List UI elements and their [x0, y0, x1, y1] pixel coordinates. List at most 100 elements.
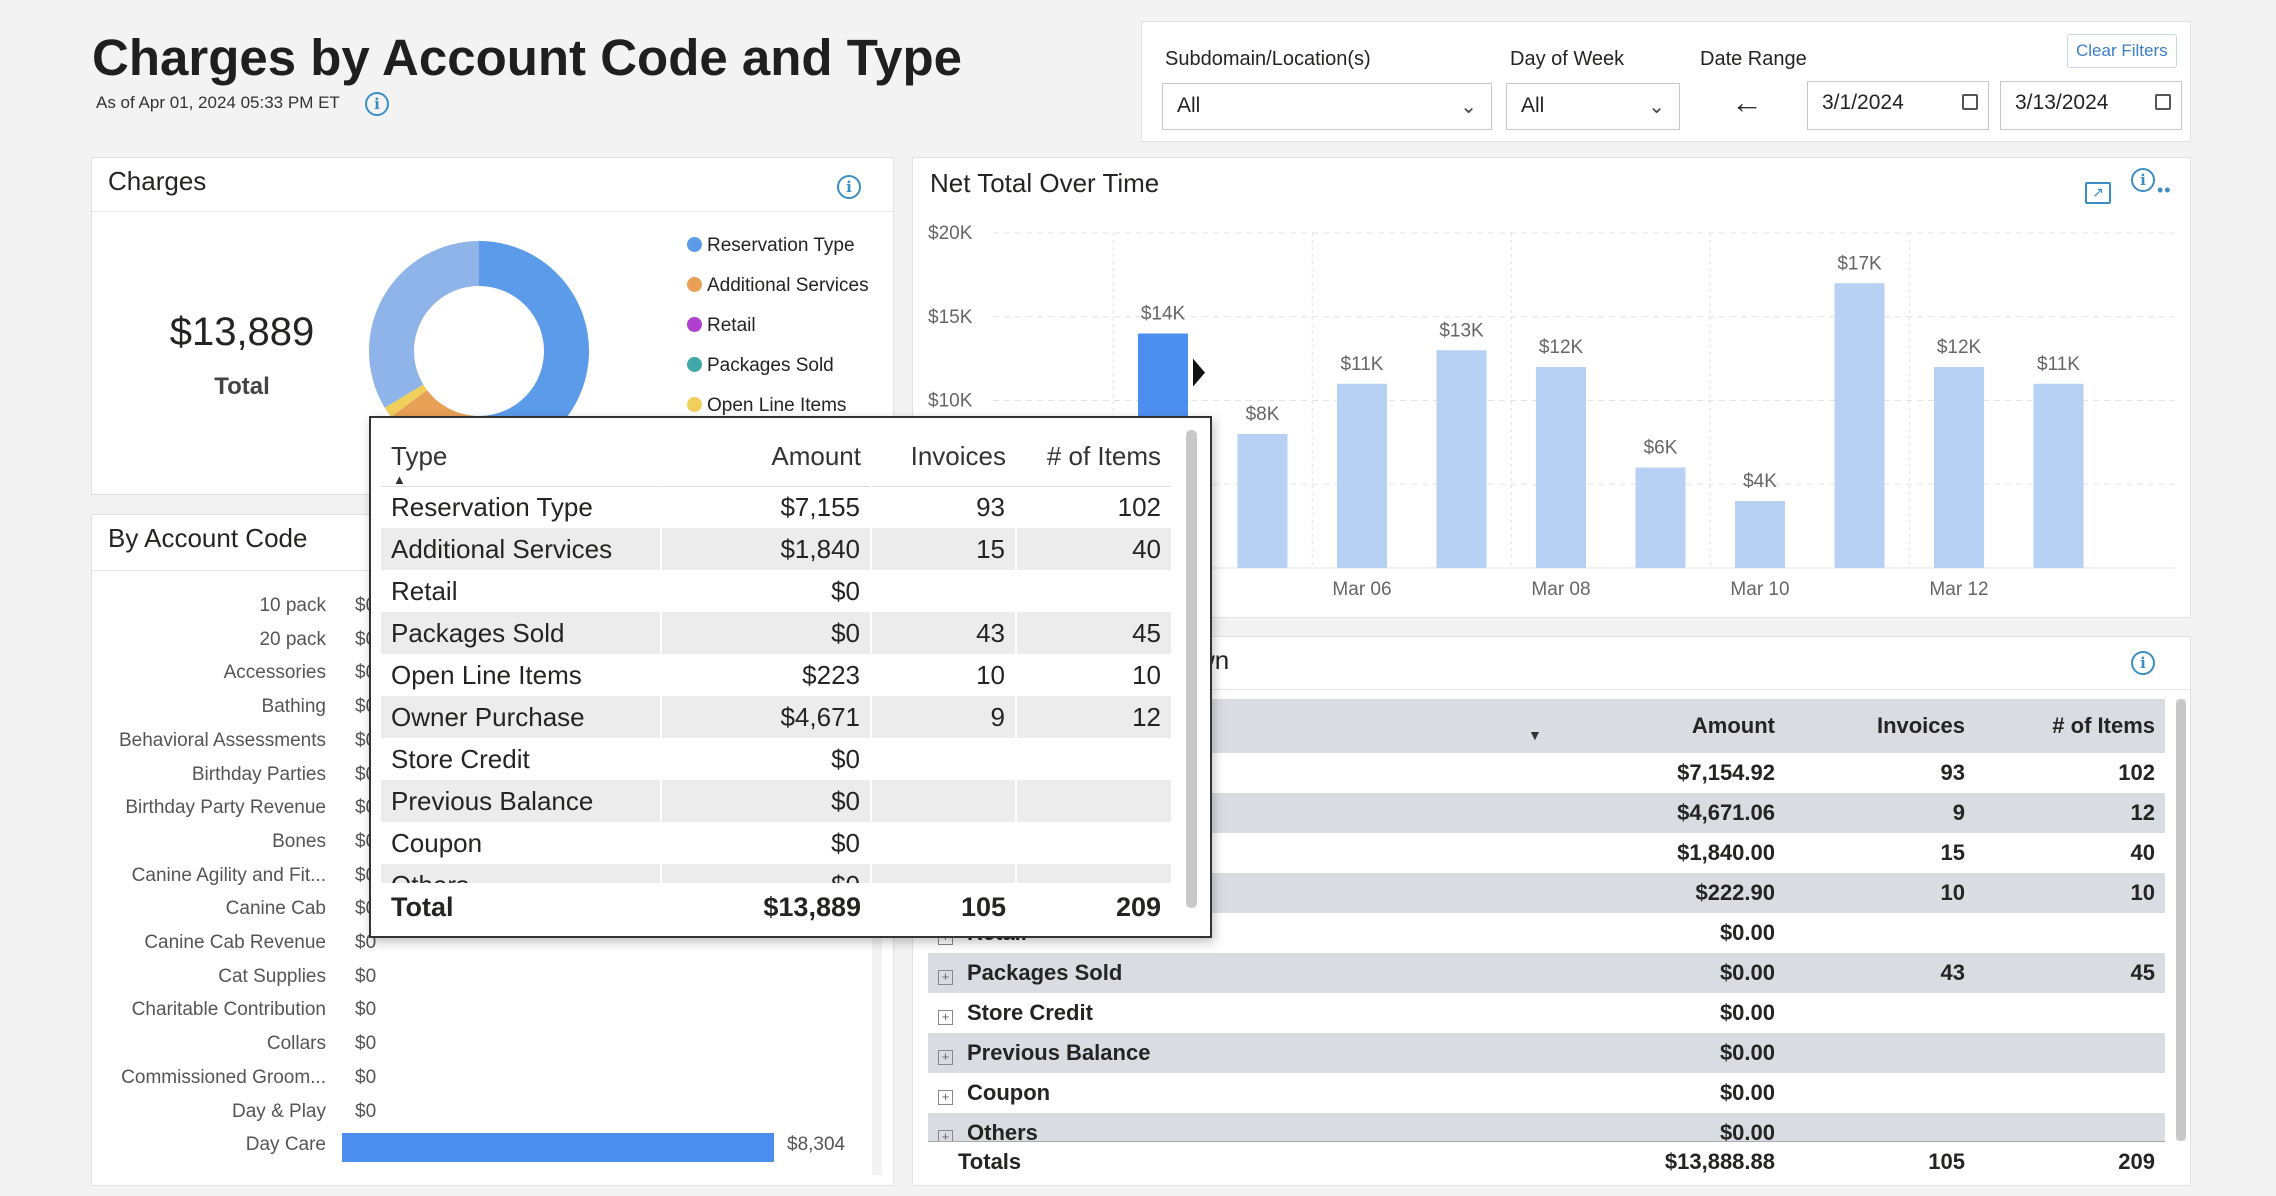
date-range-label: Date Range: [1700, 48, 1807, 70]
row-invoices: 9: [1952, 800, 1965, 825]
tooltip-cell-type: Additional Services: [381, 528, 662, 570]
sort-down-icon[interactable]: ▼: [1528, 727, 1542, 743]
row-amount: $222.90: [1695, 880, 1775, 905]
account-label: 10 pack: [259, 595, 326, 616]
table-row[interactable]: + Previous Balance $0.00: [928, 1033, 2165, 1073]
account-label: Canine Cab Revenue: [144, 932, 326, 953]
chart-bar[interactable]: [1834, 283, 1885, 568]
tooltip-cell-amount: $4,671: [661, 696, 872, 738]
tooltip-row: Store Credit $0: [381, 738, 1171, 780]
account-label: Cat Supplies: [218, 965, 326, 987]
tooltip-cell-items: [1016, 738, 1171, 780]
totals-items: 209: [2118, 1149, 2155, 1174]
chart-bar[interactable]: [2033, 383, 2084, 568]
legend-item[interactable]: Additional Services: [687, 275, 869, 297]
account-label: Birthday Parties: [191, 763, 326, 785]
account-value: $0: [355, 1033, 377, 1055]
totals-label: Totals: [958, 1149, 1022, 1174]
chart-bar[interactable]: [1536, 367, 1586, 568]
chart-bar[interactable]: [1337, 383, 1387, 568]
arrow-left-icon[interactable]: ←: [1731, 84, 1763, 120]
expand-row-icon[interactable]: +: [938, 1010, 953, 1025]
scrollbar[interactable]: [2176, 699, 2186, 1141]
donut-slice[interactable]: [384, 384, 427, 417]
legend-item[interactable]: Open Line Items: [687, 395, 846, 417]
donut-slice[interactable]: [468, 241, 589, 458]
subdomain-dropdown[interactable]: All ⌄: [1162, 83, 1492, 130]
x-tick-label: Mar 10: [1730, 579, 1789, 600]
clear-filters-button[interactable]: Clear Filters: [2067, 34, 2177, 68]
calendar-icon[interactable]: [2155, 94, 2171, 110]
info-icon[interactable]: i: [2131, 168, 2155, 192]
info-icon[interactable]: i: [837, 175, 861, 199]
bar-data-label: $11K: [2037, 354, 2080, 375]
row-invoices: [1785, 1073, 1975, 1113]
calendar-icon[interactable]: [1962, 94, 1978, 110]
row-amount: $4,671.06: [1677, 800, 1775, 825]
row-amount: $1,840.00: [1677, 840, 1775, 865]
expand-row-icon[interactable]: +: [938, 1050, 953, 1065]
tooltip-cell-invoices: 9: [871, 696, 1017, 738]
info-icon[interactable]: i: [365, 92, 389, 116]
donut-slice[interactable]: [369, 241, 479, 408]
tooltip-cell-invoices: 15: [871, 528, 1017, 570]
tooltip-cell-items: 12: [1016, 696, 1171, 738]
account-label: Accessories: [223, 662, 326, 684]
chevron-down-icon: ⌄: [1460, 96, 1477, 118]
date-start-input[interactable]: 3/1/2024: [1807, 81, 1989, 130]
tooltip-cell-items: [1016, 822, 1171, 864]
tooltip-cell-invoices: 93: [871, 486, 1017, 528]
chart-bar[interactable]: [1635, 467, 1686, 569]
date-end-input[interactable]: 3/13/2024: [2000, 81, 2182, 130]
day-of-week-label: Day of Week: [1510, 48, 1625, 70]
row-items: 12: [2130, 800, 2155, 825]
items-header[interactable]: # of Items: [2052, 713, 2155, 738]
invoices-header[interactable]: Invoices: [1876, 713, 1965, 738]
chart-bar[interactable]: [1934, 367, 1984, 568]
row-items: [1975, 993, 2165, 1033]
row-invoices: 43: [1940, 960, 1965, 985]
tooltip-cell-type: Packages Sold: [381, 612, 662, 654]
row-invoices: [1785, 913, 1975, 953]
expand-row-icon[interactable]: +: [938, 1090, 953, 1105]
legend-label: Additional Services: [707, 275, 869, 296]
tooltip-row: Owner Purchase $4,671 9 12: [381, 696, 1171, 738]
row-amount: $0.00: [1719, 960, 1775, 985]
account-label: Bones: [272, 830, 326, 852]
amount-header[interactable]: Amount: [1691, 713, 1775, 738]
as-of-timestamp: As of Apr 01, 2024 05:33 PM ET: [96, 93, 340, 112]
expand-icon[interactable]: ↗: [2085, 182, 2111, 204]
row-items: 45: [2130, 960, 2155, 985]
tooltip-cell-type: Store Credit: [381, 738, 662, 780]
bar-data-label: $8K: [1246, 404, 1280, 425]
legend-dot-icon: [687, 317, 702, 332]
tooltip-type-header[interactable]: Type: [391, 441, 448, 472]
bar-data-label: $6K: [1644, 438, 1678, 459]
legend-item[interactable]: Retail: [687, 315, 756, 337]
chart-bar[interactable]: [1237, 434, 1288, 568]
chart-bar[interactable]: [1735, 501, 1785, 568]
tooltip-cell-amount: $0: [661, 612, 872, 654]
tooltip-amount-header[interactable]: Amount: [771, 441, 861, 472]
tooltip-cell-amount: $0: [661, 738, 872, 780]
page-title: Charges by Account Code and Type: [92, 29, 962, 86]
expand-row-icon[interactable]: +: [938, 970, 953, 985]
more-options-icon[interactable]: ••: [2157, 180, 2172, 200]
row-invoices: [1785, 993, 1975, 1033]
tooltip-scrollbar[interactable]: [1186, 430, 1197, 908]
legend-dot-icon: [687, 237, 702, 252]
row-amount: $0.00: [1719, 1080, 1775, 1105]
tooltip-items-header[interactable]: # of Items: [1046, 441, 1161, 472]
tooltip-invoices-header[interactable]: Invoices: [910, 441, 1006, 472]
chart-bar[interactable]: [1436, 350, 1487, 568]
account-bar[interactable]: [342, 1133, 774, 1163]
filter-panel: Clear Filters Subdomain/Location(s) All …: [1141, 21, 2191, 142]
day-of-week-dropdown[interactable]: All ⌄: [1506, 83, 1680, 130]
table-row[interactable]: + Coupon $0.00: [928, 1073, 2165, 1113]
table-row[interactable]: + Store Credit $0.00: [928, 993, 2165, 1033]
tooltip-cell-invoices: 43: [871, 612, 1017, 654]
table-row[interactable]: + Packages Sold $0.00 43 45: [928, 953, 2165, 993]
legend-item[interactable]: Packages Sold: [687, 355, 834, 377]
legend-item[interactable]: Reservation Type: [687, 235, 855, 257]
info-icon[interactable]: i: [2131, 651, 2155, 675]
